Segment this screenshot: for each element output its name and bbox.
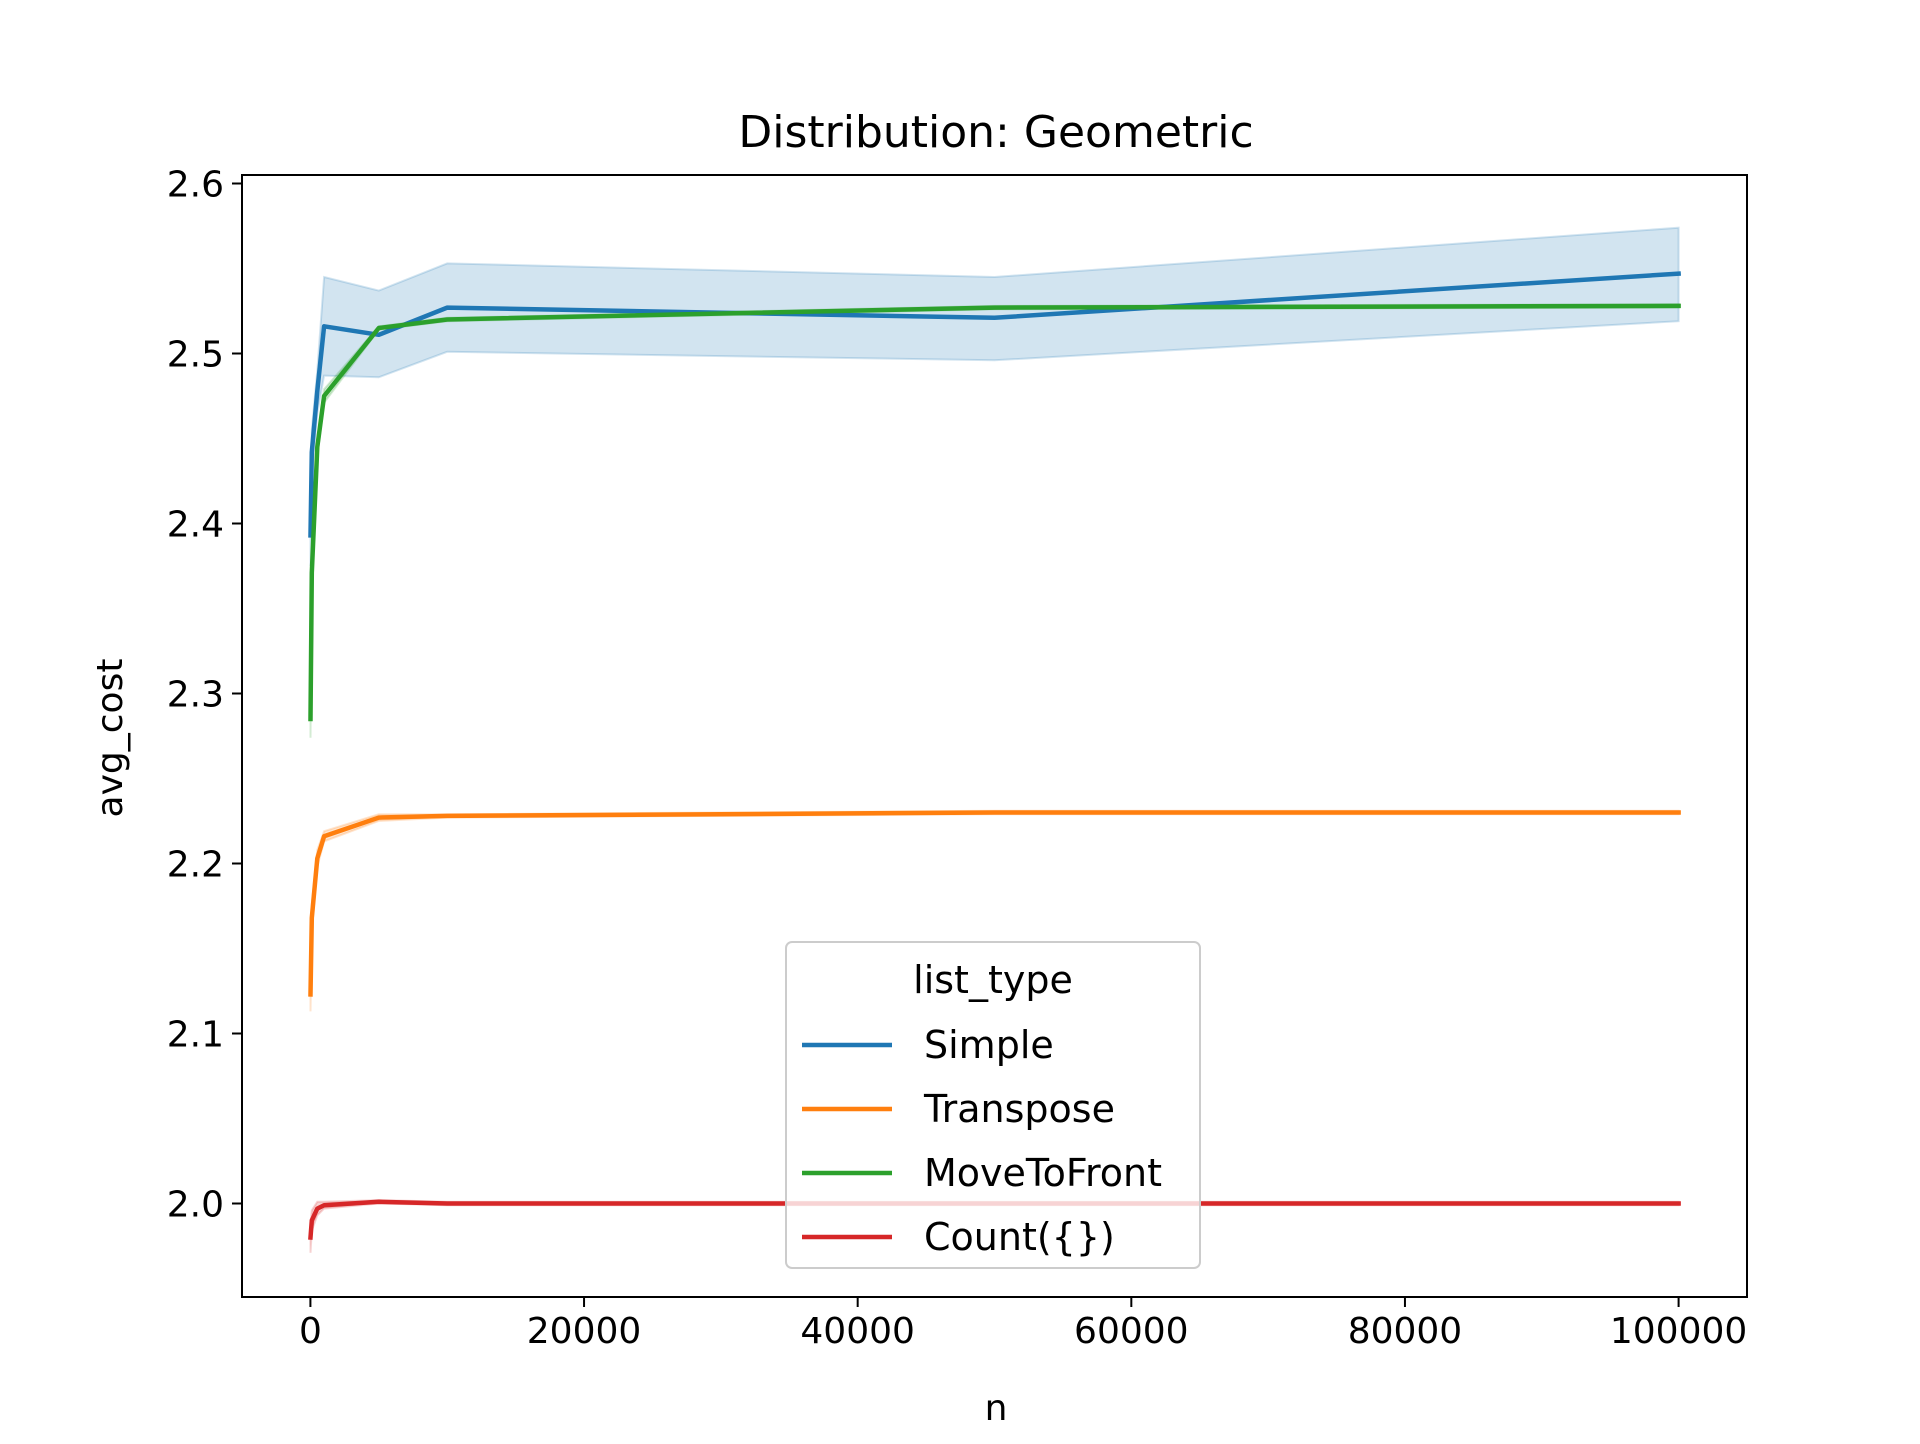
y-tick-label: 2.1 <box>167 1015 224 1056</box>
series-line-2 <box>308 303 1681 722</box>
y-tick-label: 2.2 <box>167 845 224 886</box>
legend-box <box>785 941 1201 1269</box>
legend-label: MoveToFront <box>924 1151 1162 1195</box>
x-tick-label: 60000 <box>1074 1311 1189 1352</box>
x-tick-label: 40000 <box>800 1311 915 1352</box>
chart-title: Distribution: Geometric <box>738 107 1253 158</box>
y-tick-label: 2.5 <box>167 335 224 376</box>
y-axis-label: avg_cost <box>90 659 131 818</box>
x-axis-ticks: 0 20000 40000 60000 80000 100000 <box>299 1297 1747 1352</box>
x-tick-label: 20000 <box>527 1311 642 1352</box>
legend-label: Simple <box>924 1023 1054 1067</box>
legend-title: list_type <box>913 958 1073 1002</box>
plot-frame <box>241 174 1748 1298</box>
y-tick-label: 2.3 <box>167 675 224 716</box>
y-tick-label: 2.0 <box>167 1185 224 1226</box>
y-tick-label: 2.6 <box>167 165 224 206</box>
series-line-1 <box>308 810 1681 997</box>
x-tick-label: 80000 <box>1348 1311 1463 1352</box>
legend-label: Count({}) <box>924 1215 1115 1259</box>
y-tick-label: 2.4 <box>167 505 224 546</box>
x-axis-label: n <box>985 1388 1008 1429</box>
series-line-0 <box>308 271 1681 538</box>
legend-items: Simple Transpose MoveToFront Count({}) <box>802 1023 1162 1259</box>
y-axis-ticks: 2.0 2.1 2.2 2.3 2.4 2.5 2.6 <box>167 165 242 1226</box>
x-tick-label: 100000 <box>1610 1311 1747 1352</box>
x-tick-label: 0 <box>299 1311 322 1352</box>
legend-label: Transpose <box>923 1087 1115 1131</box>
legend: list_type Simple Transpose MoveToFront Coun… <box>785 941 1201 1269</box>
